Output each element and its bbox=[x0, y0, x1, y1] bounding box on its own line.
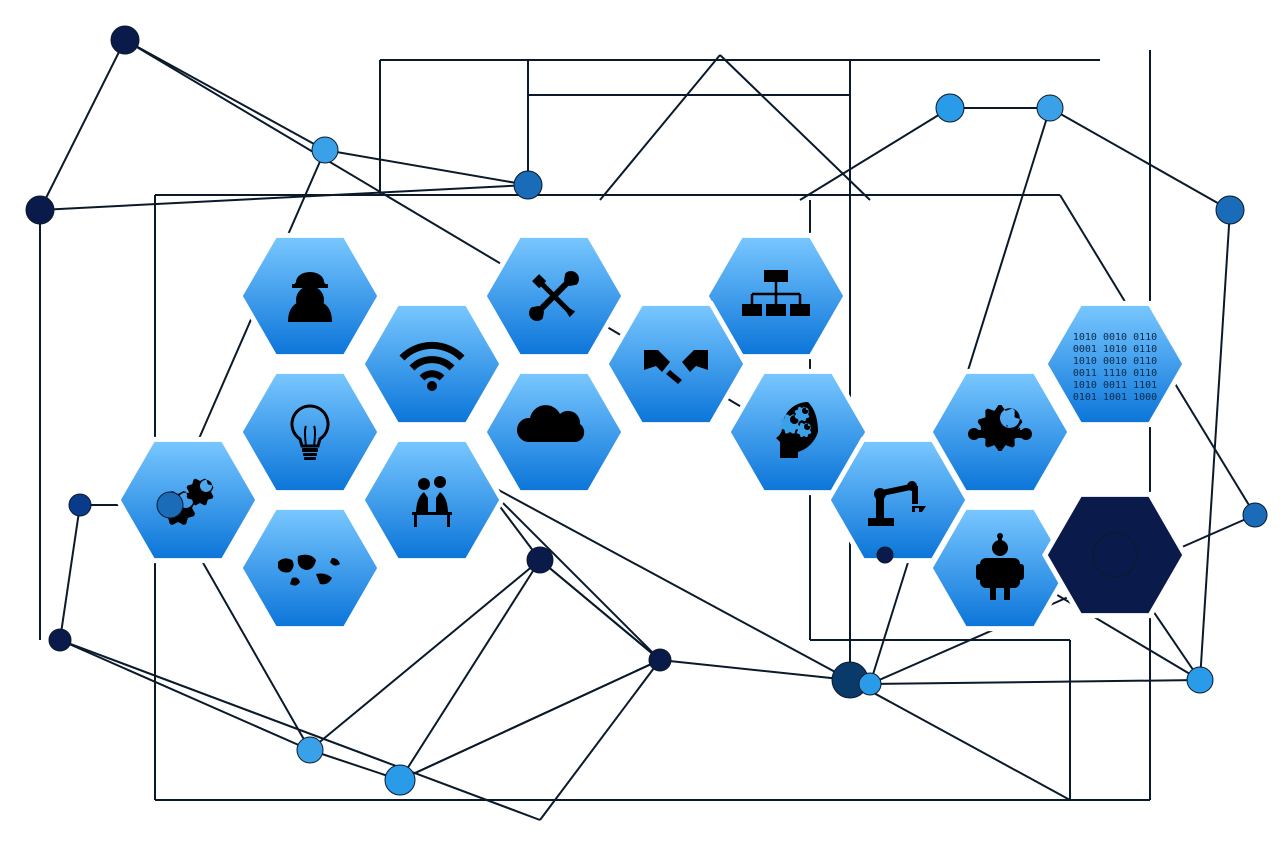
network-edge bbox=[1200, 210, 1230, 680]
network-node bbox=[26, 196, 54, 224]
network-edge bbox=[480, 480, 660, 660]
network-node bbox=[859, 673, 881, 695]
network-node bbox=[649, 649, 671, 671]
network-edge bbox=[60, 505, 80, 640]
hexagon-cell bbox=[362, 439, 502, 560]
network-node bbox=[1093, 533, 1137, 577]
svg-text:1010 0010 01100001 1010 011010: 1010 0010 01100001 1010 01101010 0010 01… bbox=[1073, 332, 1157, 403]
hexagon-cell bbox=[240, 371, 380, 492]
network-node bbox=[49, 629, 71, 651]
network-edge bbox=[60, 640, 310, 750]
network-edge bbox=[540, 560, 660, 660]
network-node bbox=[877, 547, 893, 563]
svg-text:Service: Service bbox=[979, 423, 1020, 438]
hexagon-cell bbox=[362, 303, 502, 424]
network-node bbox=[514, 171, 542, 199]
network-edge bbox=[720, 55, 870, 200]
network-node bbox=[1216, 196, 1244, 224]
network-edge bbox=[40, 185, 528, 210]
network-node bbox=[527, 547, 553, 573]
network-node bbox=[69, 494, 91, 516]
network-node bbox=[111, 26, 139, 54]
network-node bbox=[297, 737, 323, 763]
network-edge bbox=[40, 40, 125, 210]
binary-icon: 1010 0010 01100001 1010 01101010 0010 01… bbox=[1073, 332, 1157, 403]
hexagon-cell bbox=[118, 439, 258, 560]
network-edge bbox=[850, 680, 1070, 800]
network-edge bbox=[125, 40, 325, 150]
network-node bbox=[1187, 667, 1213, 693]
network-edge bbox=[660, 660, 850, 680]
network-node bbox=[312, 137, 338, 163]
network-node bbox=[936, 94, 964, 122]
network-edge bbox=[1050, 108, 1230, 210]
network-canvas: Service 1010 0010 01100001 1010 01101010… bbox=[0, 0, 1280, 853]
network-edge bbox=[325, 150, 528, 185]
network-edge bbox=[600, 55, 720, 200]
network-node bbox=[1037, 95, 1063, 121]
network-node bbox=[157, 492, 183, 518]
network-edge bbox=[540, 660, 660, 820]
network-node bbox=[385, 765, 415, 795]
network-edge bbox=[60, 640, 540, 820]
network-node bbox=[1243, 503, 1267, 527]
